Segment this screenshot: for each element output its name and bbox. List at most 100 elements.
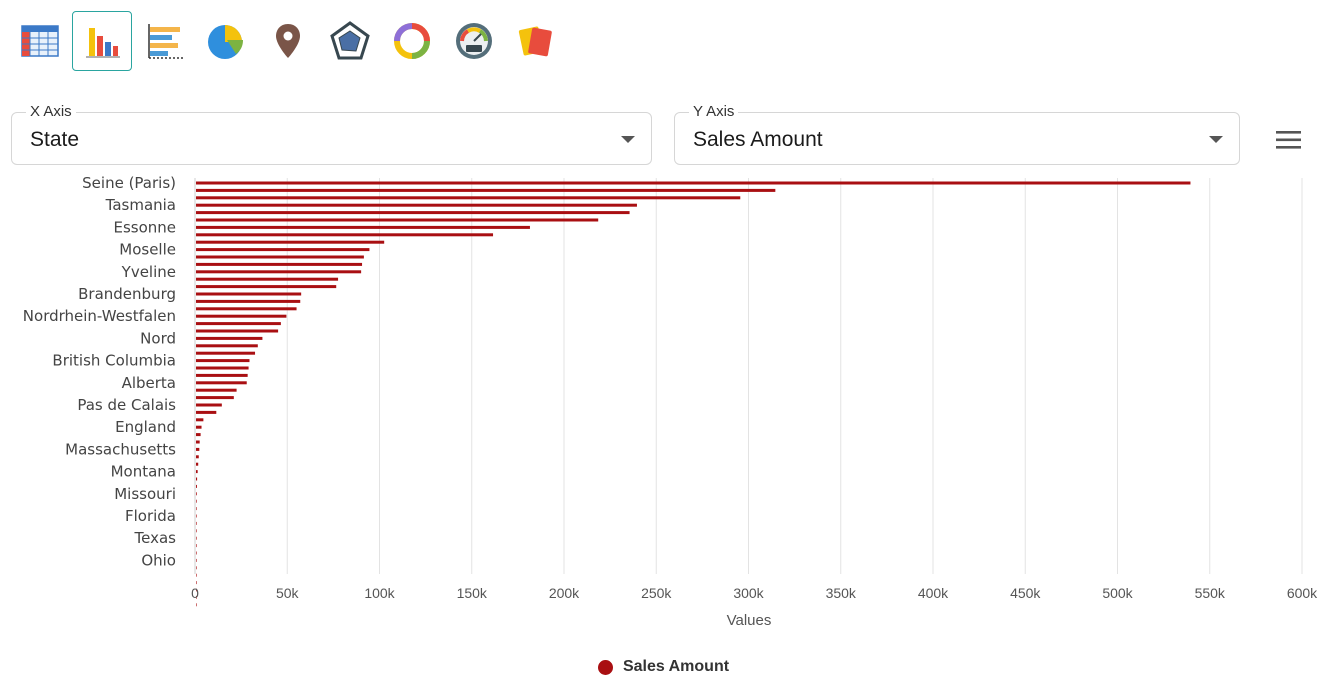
bar[interactable] bbox=[196, 403, 222, 407]
bar[interactable] bbox=[196, 181, 1191, 185]
bar[interactable] bbox=[196, 329, 279, 333]
x-tick-label: 300k bbox=[733, 585, 764, 601]
x-tick-label: 0 bbox=[191, 585, 199, 601]
bar[interactable] bbox=[196, 314, 287, 318]
bar[interactable] bbox=[196, 270, 362, 274]
y-category-label: Tasmania bbox=[105, 196, 176, 214]
bar[interactable] bbox=[196, 595, 197, 599]
bar[interactable] bbox=[196, 322, 281, 326]
radar-chart-icon bbox=[330, 21, 370, 60]
bar[interactable] bbox=[196, 573, 197, 577]
bar[interactable] bbox=[196, 196, 741, 200]
bar[interactable] bbox=[196, 514, 197, 518]
y-category-label: Massachusetts bbox=[65, 440, 176, 458]
x-tick-label: 50k bbox=[276, 585, 300, 601]
bar[interactable] bbox=[196, 336, 263, 340]
x-axis-select-label: X Axis bbox=[26, 102, 76, 122]
bar[interactable] bbox=[196, 366, 249, 370]
bar[interactable] bbox=[196, 351, 256, 355]
bar[interactable] bbox=[196, 307, 297, 311]
y-category-label: Pas de Calais bbox=[77, 396, 176, 414]
y-axis-select[interactable]: Y Axis Sales Amount bbox=[674, 102, 1240, 165]
bar[interactable] bbox=[196, 529, 197, 533]
chevron-down-icon bbox=[621, 136, 635, 143]
bar[interactable] bbox=[196, 521, 197, 525]
bar[interactable] bbox=[196, 536, 197, 540]
y-category-label: Alberta bbox=[122, 374, 176, 392]
bar[interactable] bbox=[196, 410, 217, 414]
bar[interactable] bbox=[196, 299, 301, 303]
y-category-label: England bbox=[115, 418, 176, 436]
bar[interactable] bbox=[196, 544, 197, 548]
pie-chart-button[interactable] bbox=[196, 11, 256, 71]
chart-menu-button[interactable] bbox=[1270, 124, 1306, 156]
bar[interactable] bbox=[196, 507, 197, 511]
bar[interactable] bbox=[196, 218, 599, 222]
bar[interactable] bbox=[196, 211, 630, 215]
y-category-label: Seine (Paris) bbox=[82, 174, 176, 192]
x-tick-label: 500k bbox=[1102, 585, 1133, 601]
bar[interactable] bbox=[196, 477, 198, 481]
bar[interactable] bbox=[196, 248, 370, 252]
bar[interactable] bbox=[196, 462, 199, 466]
y-category-label: Florida bbox=[125, 507, 176, 525]
bar[interactable] bbox=[196, 588, 197, 592]
x-tick-label: 150k bbox=[457, 585, 488, 601]
cards-button[interactable] bbox=[506, 11, 566, 71]
bar[interactable] bbox=[196, 455, 199, 459]
bar[interactable] bbox=[196, 359, 250, 363]
bar[interactable] bbox=[196, 373, 248, 377]
bar[interactable] bbox=[196, 581, 197, 585]
bar[interactable] bbox=[196, 566, 197, 570]
bar[interactable] bbox=[196, 499, 197, 503]
map-button[interactable] bbox=[258, 11, 318, 71]
bar[interactable] bbox=[196, 388, 237, 392]
kpi-button[interactable] bbox=[444, 11, 504, 71]
bar[interactable] bbox=[196, 558, 197, 562]
map-pin-icon bbox=[276, 24, 300, 58]
y-axis-select-value: Sales Amount bbox=[693, 128, 823, 151]
chevron-down-icon bbox=[1209, 136, 1223, 143]
x-axis-select-value: State bbox=[30, 128, 80, 151]
bar[interactable] bbox=[196, 492, 197, 496]
bar[interactable] bbox=[196, 292, 302, 296]
x-axis-select[interactable]: X Axis State bbox=[11, 102, 652, 165]
chart-legend: Sales Amount bbox=[0, 658, 1327, 676]
bar[interactable] bbox=[196, 396, 234, 400]
radar-chart-button[interactable] bbox=[320, 11, 380, 71]
bar[interactable] bbox=[196, 433, 201, 437]
bar[interactable] bbox=[196, 381, 247, 385]
bar[interactable] bbox=[196, 344, 258, 348]
y-category-label: Moselle bbox=[119, 241, 176, 259]
y-axis-select-label: Y Axis bbox=[689, 102, 739, 122]
bar[interactable] bbox=[196, 603, 197, 607]
bar[interactable] bbox=[196, 240, 385, 244]
bar[interactable] bbox=[196, 255, 364, 259]
bar-chart-button[interactable] bbox=[72, 11, 132, 71]
bar[interactable] bbox=[196, 188, 776, 192]
horizontal-bar-chart-button[interactable] bbox=[134, 11, 194, 71]
x-tick-label: 400k bbox=[918, 585, 949, 601]
bar[interactable] bbox=[196, 277, 339, 281]
hamburger-menu-icon bbox=[1276, 131, 1301, 149]
table-view-button[interactable] bbox=[10, 11, 70, 71]
x-tick-label: 600k bbox=[1287, 585, 1318, 601]
bar[interactable] bbox=[196, 418, 204, 422]
donut-chart-button[interactable] bbox=[382, 11, 442, 71]
x-tick-label: 550k bbox=[1195, 585, 1226, 601]
sales-by-state-bar-chart: 0 50k 100k 150k 200k 250k 300k 350k 400k 450k 500k… bbox=[23, 174, 1318, 629]
kpi-gauge-icon bbox=[456, 23, 492, 59]
y-category-label: Nord bbox=[140, 329, 176, 347]
bar[interactable] bbox=[196, 262, 363, 266]
bar[interactable] bbox=[196, 425, 202, 429]
bar[interactable] bbox=[196, 484, 197, 488]
bar[interactable] bbox=[196, 551, 197, 555]
bar[interactable] bbox=[196, 440, 200, 444]
bar[interactable] bbox=[196, 233, 494, 237]
bar[interactable] bbox=[196, 470, 198, 474]
bar[interactable] bbox=[196, 447, 200, 451]
bar[interactable] bbox=[196, 203, 637, 207]
bar[interactable] bbox=[196, 225, 530, 229]
legend-label[interactable]: Sales Amount bbox=[622, 658, 730, 675]
bar[interactable] bbox=[196, 285, 337, 289]
